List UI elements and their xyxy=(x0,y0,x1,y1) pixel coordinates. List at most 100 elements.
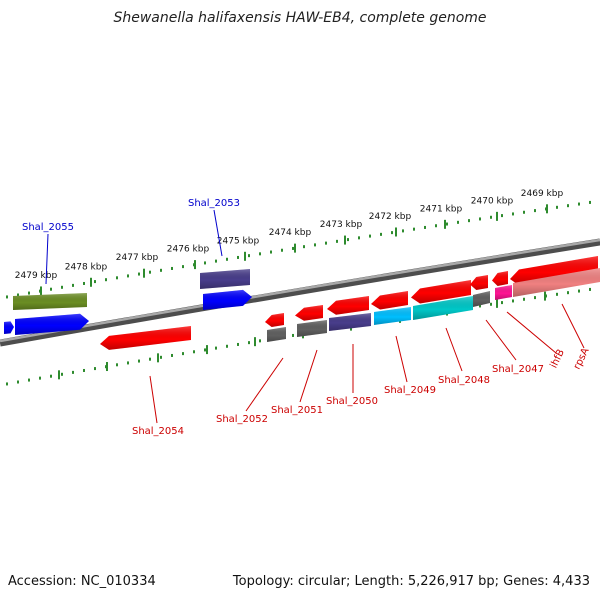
gene-block-shal-2050[interactable] xyxy=(327,296,369,315)
gene-label-shal-2052[interactable]: Shal_2052 xyxy=(216,414,268,425)
label-leader-line xyxy=(45,233,49,285)
scale-dot xyxy=(72,370,74,374)
gene-label-ihfb[interactable]: ihfB xyxy=(549,348,567,370)
scale-dot xyxy=(237,342,239,346)
gene-block-shal-2055[interactable] xyxy=(13,293,87,310)
label-leader-line xyxy=(395,335,408,383)
gene-block-shal-2049[interactable] xyxy=(371,291,408,310)
scale-dot xyxy=(116,363,118,367)
scale-dot xyxy=(171,266,173,270)
scale-dot xyxy=(270,250,272,254)
scale-label: 2475 kbp xyxy=(217,236,260,246)
scale-dot xyxy=(248,341,250,345)
scale-dot xyxy=(61,372,63,376)
gene-block-shal-2048[interactable] xyxy=(411,280,471,304)
gene-label-shal-2048[interactable]: Shal_2048 xyxy=(438,375,490,386)
gene-label-rpsa[interactable]: rpsA xyxy=(572,346,592,371)
scale-dot xyxy=(435,224,437,228)
scale-label: 2472 kbp xyxy=(369,212,412,222)
scale-dot xyxy=(50,374,52,378)
gene-label-shal-2050[interactable]: Shal_2050 xyxy=(326,396,378,407)
gene-block-shal-2047[interactable] xyxy=(470,275,488,290)
scale-dot xyxy=(6,295,8,299)
gene-block-gray-c[interactable] xyxy=(473,291,490,307)
gene-block-blue[interactable] xyxy=(203,289,252,310)
gene-block-shal-2054[interactable] xyxy=(100,326,191,350)
scale-label: 2476 kbp xyxy=(167,245,210,255)
gene-label-shal-2051[interactable]: Shal_2051 xyxy=(271,405,323,416)
major-tick xyxy=(143,268,145,278)
gene-block-slate[interactable] xyxy=(200,269,250,289)
map-title: Shewanella halifaxensis HAW-EB4, complet… xyxy=(113,10,487,26)
scale-dot xyxy=(358,236,360,240)
label-leader-line xyxy=(299,349,318,403)
scale-dot xyxy=(226,257,228,261)
scale-dot xyxy=(512,212,514,216)
scale-dot xyxy=(204,261,206,265)
scale-label: 2469 kbp xyxy=(521,189,564,199)
major-tick xyxy=(546,204,548,214)
gene-label-shal-2054[interactable]: Shal_2054 xyxy=(132,426,184,437)
gene-block-gray-b[interactable] xyxy=(297,320,327,337)
gene-block-magenta[interactable] xyxy=(495,285,512,300)
scale-dot xyxy=(523,297,525,301)
major-tick xyxy=(395,227,397,237)
gene-block-ihfB[interactable] xyxy=(492,271,508,286)
scale-dot xyxy=(501,214,503,218)
scale-dot xyxy=(72,283,74,287)
gene-block-teal[interactable] xyxy=(413,296,473,320)
scale-dot xyxy=(457,220,459,224)
genome-backbone-highlight xyxy=(0,238,600,343)
gene-block-rpsA[interactable] xyxy=(510,256,598,286)
scale-dot xyxy=(303,245,305,249)
gene-block-blue-small[interactable] xyxy=(4,321,14,334)
gene-block-cyan[interactable] xyxy=(374,307,411,325)
scale-dot xyxy=(292,333,294,337)
scale-dot xyxy=(215,346,217,350)
scale-dot xyxy=(501,301,503,305)
gene-block-shal-2052[interactable] xyxy=(265,313,284,327)
scale-dot xyxy=(292,246,294,250)
scale-label: 2470 kbp xyxy=(471,196,514,206)
scale-dot xyxy=(127,274,129,278)
scale-dot xyxy=(83,368,85,372)
scale-dot xyxy=(534,209,536,213)
major-tick xyxy=(244,251,246,261)
gene-label-shal-2055[interactable]: Shal_2055 xyxy=(22,222,74,233)
scale-dot xyxy=(215,259,217,263)
scale-dot xyxy=(28,378,30,382)
scale-dot xyxy=(567,291,569,295)
scale-dot xyxy=(567,204,569,208)
gene-block-slate-b[interactable] xyxy=(329,313,371,331)
scale-dot xyxy=(556,205,558,209)
scale-dot xyxy=(556,292,558,296)
label-leader-line xyxy=(445,327,463,372)
gene-block-gray-a[interactable] xyxy=(267,327,286,342)
scale-dot xyxy=(578,289,580,293)
scale-label: 2478 kbp xyxy=(65,262,108,272)
gene-block-shal-2051[interactable] xyxy=(295,305,323,321)
scale-dot xyxy=(468,219,470,223)
major-tick xyxy=(344,235,346,245)
gene-label-shal-2053[interactable]: Shal_2053 xyxy=(188,198,240,209)
scale-dot xyxy=(50,287,52,291)
scale-dot xyxy=(171,353,173,357)
label-leader-line xyxy=(213,209,223,257)
major-tick xyxy=(40,286,42,296)
gene-label-shal-2047[interactable]: Shal_2047 xyxy=(492,364,544,375)
scale-dot xyxy=(512,299,514,303)
scale-label: 2479 kbp xyxy=(15,271,58,281)
scale-dot xyxy=(380,232,382,236)
scale-dot xyxy=(402,229,404,233)
scale-dot xyxy=(490,302,492,306)
scale-dot xyxy=(160,268,162,272)
scale-dot xyxy=(347,238,349,242)
genome-summary-text: Topology: circular; Length: 5,226,917 bp… xyxy=(232,574,590,589)
gene-block-pink[interactable] xyxy=(513,268,600,297)
gene-block-blue-long[interactable] xyxy=(15,313,89,335)
scale-dot xyxy=(589,287,591,291)
major-tick xyxy=(254,337,256,347)
scale-dot xyxy=(424,225,426,229)
gene-label-shal-2049[interactable]: Shal_2049 xyxy=(384,385,436,396)
scale-dot xyxy=(325,241,327,245)
